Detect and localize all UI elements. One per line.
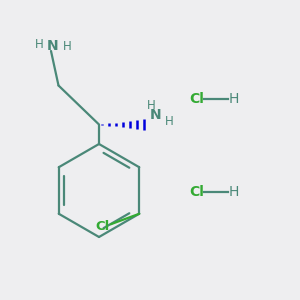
Text: N: N — [149, 108, 161, 122]
Text: H: H — [229, 92, 239, 106]
Text: H: H — [34, 38, 43, 52]
Text: Cl: Cl — [189, 92, 204, 106]
Text: N: N — [47, 39, 58, 53]
Text: Cl: Cl — [95, 220, 109, 233]
Text: H: H — [63, 40, 72, 53]
Text: H: H — [229, 185, 239, 199]
Text: Cl: Cl — [189, 185, 204, 199]
Text: H: H — [165, 115, 174, 128]
Text: H: H — [147, 98, 156, 112]
